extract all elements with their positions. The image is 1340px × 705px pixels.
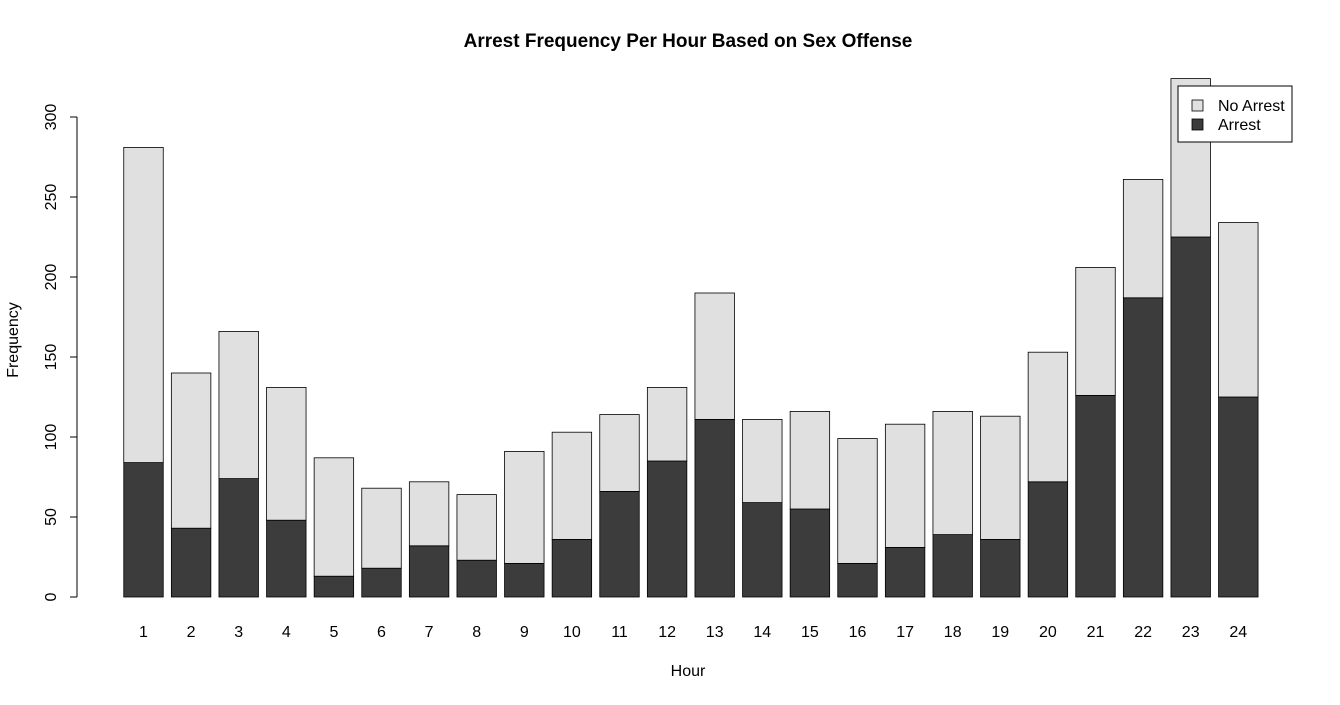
x-tick-label: 18 bbox=[944, 624, 962, 641]
y-tick-label: 50 bbox=[43, 508, 60, 526]
x-tick-label: 19 bbox=[991, 624, 1009, 641]
bar-arrest bbox=[123, 462, 164, 598]
x-axis-label: Hour bbox=[671, 663, 706, 680]
bar-no-arrest bbox=[980, 415, 1021, 540]
x-tick-label: 16 bbox=[849, 624, 867, 641]
bar-no-arrest bbox=[884, 423, 926, 548]
bar-arrest bbox=[218, 478, 259, 598]
x-tick-label: 4 bbox=[282, 624, 291, 641]
y-tick-label: 300 bbox=[43, 104, 60, 131]
bar-no-arrest bbox=[1027, 351, 1069, 483]
x-tick-label: 3 bbox=[234, 624, 243, 641]
y-tick-label: 100 bbox=[43, 424, 60, 451]
bar-arrest bbox=[1122, 297, 1164, 598]
x-tick-label: 13 bbox=[706, 624, 724, 641]
x-tick-label: 11 bbox=[611, 624, 628, 641]
bar-no-arrest bbox=[170, 372, 212, 529]
bar-arrest bbox=[980, 539, 1021, 598]
x-axis-ticks: 1 2 3 4 5 6 7 8 9 10 11 12 13 14 15 16 17 18 19 20 21 22 23 24 bbox=[139, 624, 1247, 641]
bar-arrest bbox=[1075, 394, 1116, 598]
bar-arrest bbox=[408, 545, 450, 598]
bar-arrest bbox=[694, 418, 735, 598]
bar-no-arrest bbox=[837, 438, 878, 564]
bar-no-arrest bbox=[408, 481, 450, 547]
y-tick-label: 0 bbox=[43, 592, 60, 601]
x-tick-label: 9 bbox=[520, 624, 529, 641]
legend-swatch bbox=[1191, 99, 1204, 112]
bar-no-arrest bbox=[361, 487, 402, 569]
x-tick-label: 23 bbox=[1182, 624, 1200, 641]
bar-no-arrest bbox=[1218, 222, 1259, 398]
x-tick-label: 21 bbox=[1087, 624, 1105, 641]
x-tick-label: 5 bbox=[329, 624, 338, 641]
x-tick-label: 12 bbox=[658, 624, 676, 641]
bar-no-arrest bbox=[123, 146, 164, 464]
bar-no-arrest bbox=[789, 410, 831, 510]
bar-no-arrest bbox=[551, 431, 593, 540]
y-tick-label: 200 bbox=[43, 264, 60, 291]
bar-arrest bbox=[1027, 481, 1069, 598]
x-tick-label: 20 bbox=[1039, 624, 1057, 641]
legend-label: Arrest bbox=[1218, 117, 1261, 134]
x-tick-label: 8 bbox=[472, 624, 481, 641]
x-tick-label: 10 bbox=[563, 624, 581, 641]
bar-arrest bbox=[361, 567, 402, 598]
legend: No Arrest Arrest bbox=[1177, 85, 1293, 143]
bar-arrest bbox=[884, 547, 926, 598]
bar-no-arrest bbox=[1075, 266, 1116, 396]
y-axis: 0 50 100 150 200 250 300 bbox=[43, 104, 78, 601]
bar-no-arrest bbox=[599, 414, 640, 492]
bar-no-arrest bbox=[313, 457, 355, 577]
legend-box bbox=[1177, 85, 1293, 143]
x-tick-label: 14 bbox=[753, 624, 771, 641]
bar-arrest bbox=[504, 563, 545, 598]
bar-arrest bbox=[456, 559, 497, 598]
x-tick-label: 22 bbox=[1134, 624, 1152, 641]
x-tick-label: 2 bbox=[187, 624, 196, 641]
legend-label: No Arrest bbox=[1218, 98, 1285, 115]
bar-arrest bbox=[313, 575, 355, 598]
bar-arrest bbox=[599, 490, 640, 598]
bar-arrest bbox=[646, 460, 688, 598]
bar-no-arrest bbox=[266, 386, 307, 521]
y-tick-label: 150 bbox=[43, 344, 60, 371]
bar-arrest bbox=[837, 563, 878, 598]
x-tick-label: 1 bbox=[139, 624, 148, 641]
x-tick-label: 15 bbox=[801, 624, 819, 641]
x-tick-label: 17 bbox=[896, 624, 914, 641]
bar-arrest bbox=[551, 539, 593, 598]
bar-no-arrest bbox=[694, 292, 735, 420]
bar-arrest bbox=[170, 527, 212, 598]
bar-arrest bbox=[1170, 236, 1211, 598]
y-axis-label: Frequency bbox=[5, 302, 22, 378]
bar-arrest bbox=[1218, 396, 1259, 598]
bar-no-arrest bbox=[218, 330, 259, 479]
bar-no-arrest bbox=[1122, 178, 1164, 299]
bar-arrest bbox=[789, 508, 831, 598]
bar-arrest bbox=[742, 502, 783, 598]
bar-no-arrest bbox=[932, 410, 973, 535]
x-tick-label: 7 bbox=[425, 624, 434, 641]
bar-no-arrest bbox=[504, 450, 545, 564]
chart-title: Arrest Frequency Per Hour Based on Sex O… bbox=[464, 31, 913, 52]
x-tick-label: 24 bbox=[1229, 624, 1247, 641]
bar-no-arrest bbox=[742, 418, 783, 503]
bar-no-arrest bbox=[646, 386, 688, 462]
x-tick-label: 6 bbox=[377, 624, 386, 641]
y-tick-label: 250 bbox=[43, 184, 60, 211]
bar-no-arrest bbox=[456, 494, 497, 561]
bar-arrest bbox=[932, 534, 973, 598]
legend-swatch bbox=[1191, 118, 1204, 131]
bar-arrest bbox=[266, 519, 307, 598]
bars bbox=[123, 78, 1259, 598]
